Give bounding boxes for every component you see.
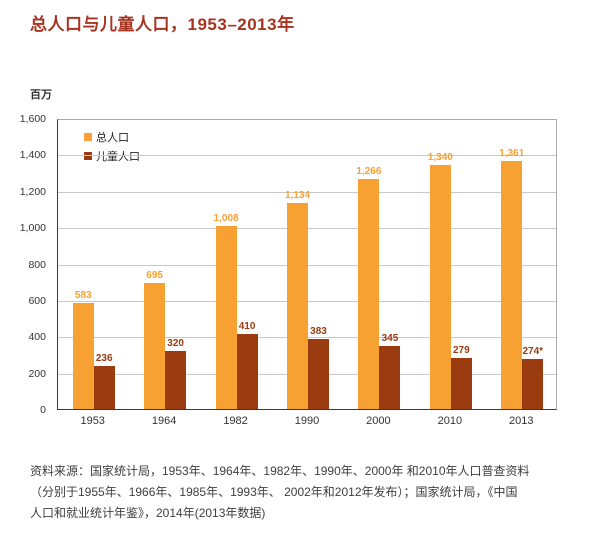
y-tick-label: 1,200	[19, 185, 46, 198]
x-axis-label: 1953	[80, 415, 105, 427]
children-population-bar	[308, 339, 329, 409]
bar-value-label: 236	[95, 353, 113, 364]
total-population-bar	[215, 226, 237, 409]
children-population-bar	[379, 346, 401, 409]
bar-value-label: 383	[310, 326, 327, 337]
y-tick-label: 600	[28, 294, 46, 307]
children-population-bar	[450, 358, 472, 409]
total-population-bar	[72, 303, 94, 409]
gridline	[58, 191, 556, 193]
x-axis-label: 2010	[437, 415, 463, 427]
x-axis-label: 2013	[509, 415, 534, 427]
chart-legend: 总人口 儿童人口	[84, 127, 140, 165]
source-line: 人口和就业统计年鉴》，2014年(2013年数据)	[30, 506, 266, 520]
total-population-bar	[358, 179, 380, 409]
bar-value-label: 274*	[522, 346, 544, 357]
chart-title: 总人口与儿童人口，1953–2013年	[30, 15, 295, 34]
total-population-bar	[429, 165, 451, 409]
children-population-bar	[165, 351, 187, 409]
bar-value-label: 410	[238, 321, 256, 332]
total-population-bar	[501, 161, 523, 409]
source-line: （分别于1955年、1966年、1985年、1993年、 2002年和2012年…	[30, 485, 518, 499]
bar-value-label: 1,008	[213, 213, 239, 224]
plot-area: 总人口儿童人口 583 236 695 320 1,008 410 1,134 383 1,26…	[57, 119, 557, 410]
bar-value-label: 583	[74, 290, 92, 301]
bar-value-label: 320	[167, 338, 184, 349]
legend-label: 总人口	[96, 131, 129, 144]
bar-value-label: 345	[381, 333, 399, 344]
y-tick-label: 1,400	[19, 149, 46, 162]
bar-value-label: 279	[453, 345, 470, 356]
y-tick-label: 800	[28, 258, 46, 271]
y-tick-label: 400	[28, 331, 46, 344]
y-axis-unit-label: 百万	[30, 89, 52, 101]
y-tick-label: 1,000	[19, 222, 46, 235]
total-population-bar	[144, 283, 166, 409]
gridline	[58, 155, 556, 157]
children-population-bar	[93, 366, 115, 409]
children-population-bar	[522, 359, 544, 409]
bar-value-label: 1,266	[356, 166, 382, 177]
y-tick-label: 1,600	[19, 113, 46, 125]
bar-value-label: 1,134	[284, 190, 311, 201]
bar-value-label: 1,340	[427, 152, 453, 163]
source-note: 资料来源：国家统计局，1953年、1964年、1982年、1990年、2000年…	[30, 461, 575, 524]
bar-value-label: 695	[146, 270, 163, 281]
x-axis-label: 1982	[223, 415, 248, 427]
total-population-bar	[287, 203, 308, 409]
x-axis-label: 2000	[366, 415, 391, 427]
x-axis-label: 1964	[151, 415, 177, 427]
legend-item: 总人口	[84, 127, 140, 146]
bar-value-label: 1,361	[499, 148, 525, 159]
source-line: 资料来源：国家统计局，1953年、1964年、1982年、1990年、2000年…	[30, 464, 530, 478]
legend-label: 儿童人口	[96, 150, 140, 163]
x-axis-label: 1990	[294, 415, 320, 427]
children-population-bar	[236, 334, 258, 409]
y-tick-label: 200	[28, 367, 46, 380]
y-tick-label: 0	[40, 404, 46, 416]
legend-swatch	[84, 132, 92, 141]
